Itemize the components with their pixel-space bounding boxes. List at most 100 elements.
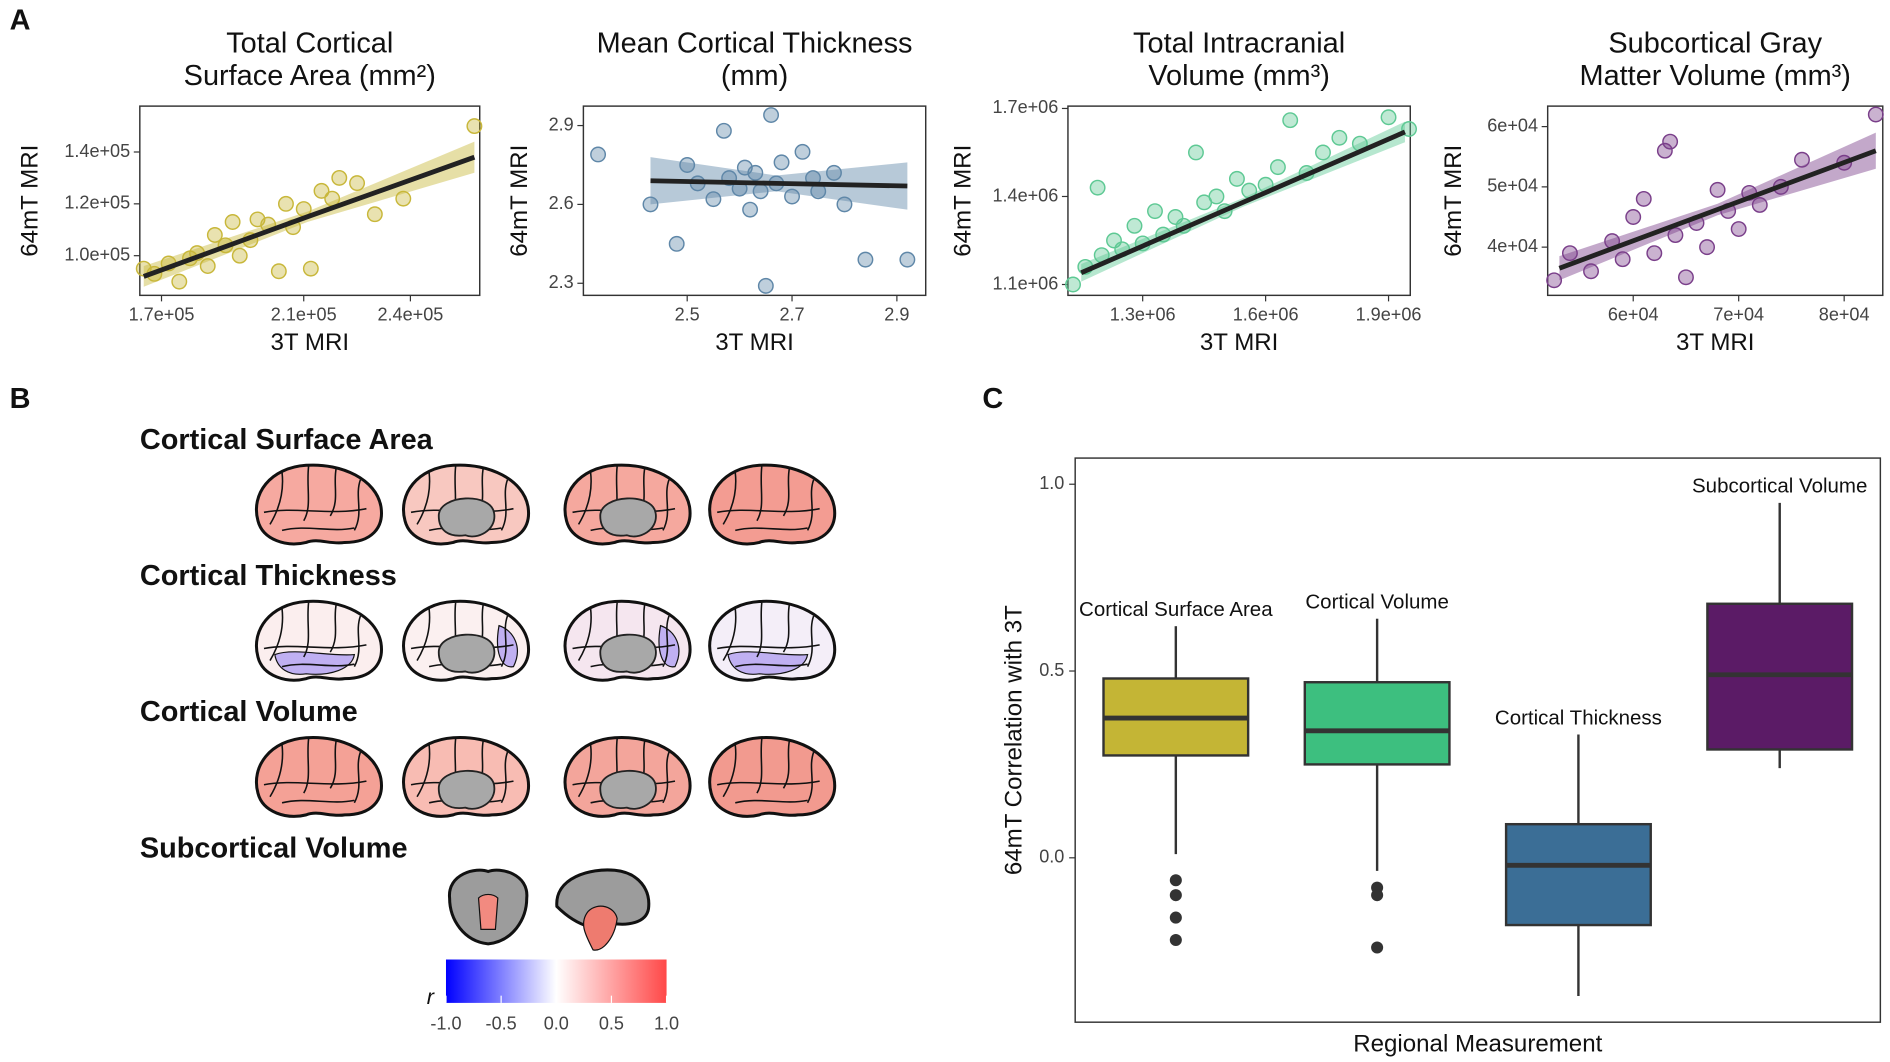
point: [1228, 170, 1245, 187]
y-tick-label: 2.6: [549, 193, 574, 213]
brain-sulcus: [735, 663, 808, 668]
y-tick-label: 0.0: [1039, 847, 1064, 867]
brain-outline: [708, 736, 837, 818]
point: [836, 196, 853, 213]
confidence-band: [1559, 132, 1876, 281]
point: [1188, 144, 1204, 161]
point: [1635, 190, 1652, 207]
subcortical-coronal: [448, 868, 529, 946]
y-tick-label: 1.7e+06: [992, 97, 1058, 117]
colorbar-tick-label: -0.5: [486, 1013, 517, 1033]
brain-sulcus: [735, 527, 808, 532]
outlier: [1169, 911, 1182, 924]
y-tick-label: 2.9: [549, 114, 574, 134]
brain-sulcus: [717, 780, 820, 786]
point: [705, 191, 722, 208]
point: [1656, 142, 1673, 159]
category-label: Cortical Volume: [1305, 590, 1448, 613]
brain: [563, 463, 692, 546]
panel-letter: C: [982, 383, 1003, 415]
x-tick-label: 8e+04: [1819, 305, 1870, 325]
brain: [255, 463, 383, 546]
point: [642, 196, 659, 213]
brain: [708, 463, 837, 546]
colorbar-tick-label: 0.5: [599, 1013, 624, 1033]
chart-title: Surface Area (mm²): [184, 60, 436, 92]
brain-sulcus: [353, 751, 362, 804]
brain-outline: [708, 463, 837, 546]
brain-sulcus: [263, 507, 367, 514]
chart-title: Mean Cortical Thickness: [597, 27, 913, 59]
brain-medial: [599, 769, 657, 810]
plot-frame: [1067, 105, 1411, 297]
point: [742, 201, 759, 218]
map-label: Cortical Thickness: [140, 560, 397, 592]
panel-letter: B: [10, 383, 31, 415]
brain-sulcus: [269, 472, 284, 525]
brain: [563, 736, 692, 818]
y-tick-label: 1.4e+06: [992, 185, 1058, 205]
point: [757, 277, 774, 294]
point: [199, 258, 216, 275]
point: [899, 251, 916, 268]
point: [1401, 121, 1417, 137]
point: [857, 251, 874, 268]
x-tick-label: 1.7e+05: [129, 305, 195, 325]
point: [1561, 245, 1578, 262]
point: [1546, 272, 1563, 289]
point: [1089, 179, 1106, 196]
chart-title: Matter Volume (mm³): [1580, 60, 1851, 92]
brain-region: [727, 651, 809, 675]
brain: [563, 599, 692, 682]
x-axis-label: 3T MRI: [1200, 329, 1279, 356]
y-tick-label: 4e+04: [1487, 236, 1538, 256]
fit-line: [1558, 148, 1877, 271]
brain-medial: [437, 497, 496, 538]
x-tick-label: 1.6e+06: [1233, 305, 1299, 325]
x-tick-label: 6e+04: [1608, 305, 1659, 325]
outlier: [1371, 941, 1384, 954]
point: [466, 118, 483, 135]
point: [826, 164, 842, 181]
plot-frame: [582, 105, 927, 297]
y-tick-label: 2.3: [549, 272, 574, 292]
subcortical-region: [477, 893, 499, 930]
y-tick-label: 6e+04: [1487, 115, 1538, 135]
brain-sulcus: [722, 608, 737, 661]
brain-sulcus: [662, 615, 670, 667]
point: [1269, 159, 1286, 176]
brain-sulcus: [281, 527, 355, 532]
point: [366, 206, 383, 223]
x-tick-label: 1.3e+06: [1110, 305, 1176, 325]
y-axis-label: 64mT MRI: [506, 145, 533, 257]
brain-medial: [437, 633, 496, 674]
point: [1867, 106, 1884, 123]
point: [277, 195, 294, 212]
y-axis-label: 64mT MRI: [950, 145, 977, 257]
brain-sulcus: [281, 799, 355, 804]
point: [1699, 239, 1716, 256]
point: [1065, 276, 1081, 293]
point: [224, 214, 241, 230]
outlier: [1169, 874, 1182, 887]
brain-sulcus: [269, 744, 284, 798]
brain-sulcus: [500, 615, 509, 667]
brain-medial: [599, 633, 657, 674]
brain: [402, 736, 531, 818]
fit-line: [142, 154, 476, 279]
brain-sulcus: [303, 602, 310, 658]
point: [1208, 188, 1225, 205]
x-axis-label: Regional Measurement: [1353, 1030, 1602, 1057]
brain-sulcus: [263, 780, 367, 786]
x-tick-label: 2.4e+05: [377, 305, 443, 325]
point: [1646, 245, 1663, 262]
point: [1147, 203, 1163, 220]
y-tick-label: 5e+04: [1487, 176, 1538, 196]
brain-sulcus: [806, 615, 815, 667]
category-label: Subcortical Volume: [1692, 475, 1867, 498]
point: [590, 146, 607, 163]
point: [668, 235, 685, 252]
brain-region: [274, 651, 356, 675]
map-label: Cortical Volume: [140, 696, 358, 728]
